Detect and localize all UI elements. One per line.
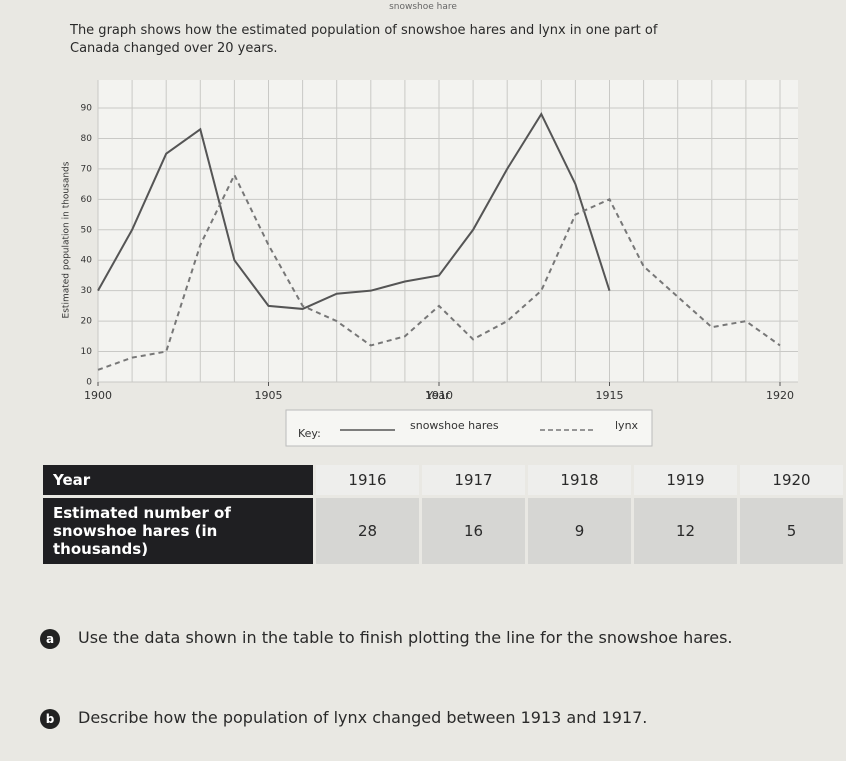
x-tick-label: 1915 xyxy=(596,389,624,402)
chart: Estimated population in thousands Year K… xyxy=(62,80,798,447)
question-marker: b xyxy=(40,709,60,729)
question-text: Describe how the population of lynx chan… xyxy=(78,708,648,727)
series-line xyxy=(97,172,781,371)
intro-text: The graph shows how the estimated popula… xyxy=(70,23,658,56)
x-tick-label: 1905 xyxy=(255,389,283,402)
y-tick-label: 70 xyxy=(81,164,93,174)
y-tick-label: 0 xyxy=(86,378,92,388)
key-label: Key: xyxy=(298,427,321,440)
table-cell: 1920 xyxy=(737,462,846,498)
table-cell: 5 xyxy=(737,495,846,567)
x-tick-label: 1900 xyxy=(84,389,112,402)
y-tick-label: 90 xyxy=(81,104,93,114)
question: a Use the data shown in the table to fini… xyxy=(40,628,733,649)
row-header: Year xyxy=(40,462,316,498)
y-axis-label: Estimated population in thousands xyxy=(62,161,72,318)
y-tick-label: 30 xyxy=(81,286,93,296)
plot-area xyxy=(98,80,798,382)
x-tick-label: 1910 xyxy=(425,389,453,402)
table-row: Year 1916 1917 1918 1919 1920 xyxy=(40,462,846,498)
y-tick-label: 20 xyxy=(81,317,93,327)
table-cell: 1917 xyxy=(419,462,528,498)
question: b Describe how the population of lynx cha… xyxy=(40,708,647,729)
row-header: Estimated number of snowshoe hares (in t… xyxy=(40,495,316,567)
y-tick-label: 40 xyxy=(81,256,93,266)
key-box xyxy=(285,409,653,447)
table-cell: 16 xyxy=(419,495,528,567)
data-table: Year 1916 1917 1918 1919 1920 Estimated number… xyxy=(40,462,846,567)
caption: snowshoe hare xyxy=(389,2,457,12)
x-axis-label: Year xyxy=(425,389,450,402)
y-tick-label: 10 xyxy=(81,347,93,357)
y-tick-label: 50 xyxy=(81,225,93,235)
legend-label: lynx xyxy=(615,419,639,432)
question-marker: a xyxy=(40,629,60,649)
table-cell: 1919 xyxy=(631,462,740,498)
x-tick-label: 1920 xyxy=(766,389,794,402)
table-cell: 1916 xyxy=(313,462,422,498)
question-text: Use the data shown in the table to finis… xyxy=(78,628,733,647)
table-cell: 9 xyxy=(525,495,634,567)
legend-label: snowshoe hares xyxy=(410,419,499,432)
y-tick-label: 80 xyxy=(81,134,93,144)
y-tick-label: 60 xyxy=(81,195,93,205)
table-row: Estimated number of snowshoe hares (in t… xyxy=(40,495,846,567)
table-cell: 1918 xyxy=(525,462,634,498)
series-line xyxy=(97,112,611,310)
table-cell: 28 xyxy=(313,495,422,567)
table-cell: 12 xyxy=(631,495,740,567)
